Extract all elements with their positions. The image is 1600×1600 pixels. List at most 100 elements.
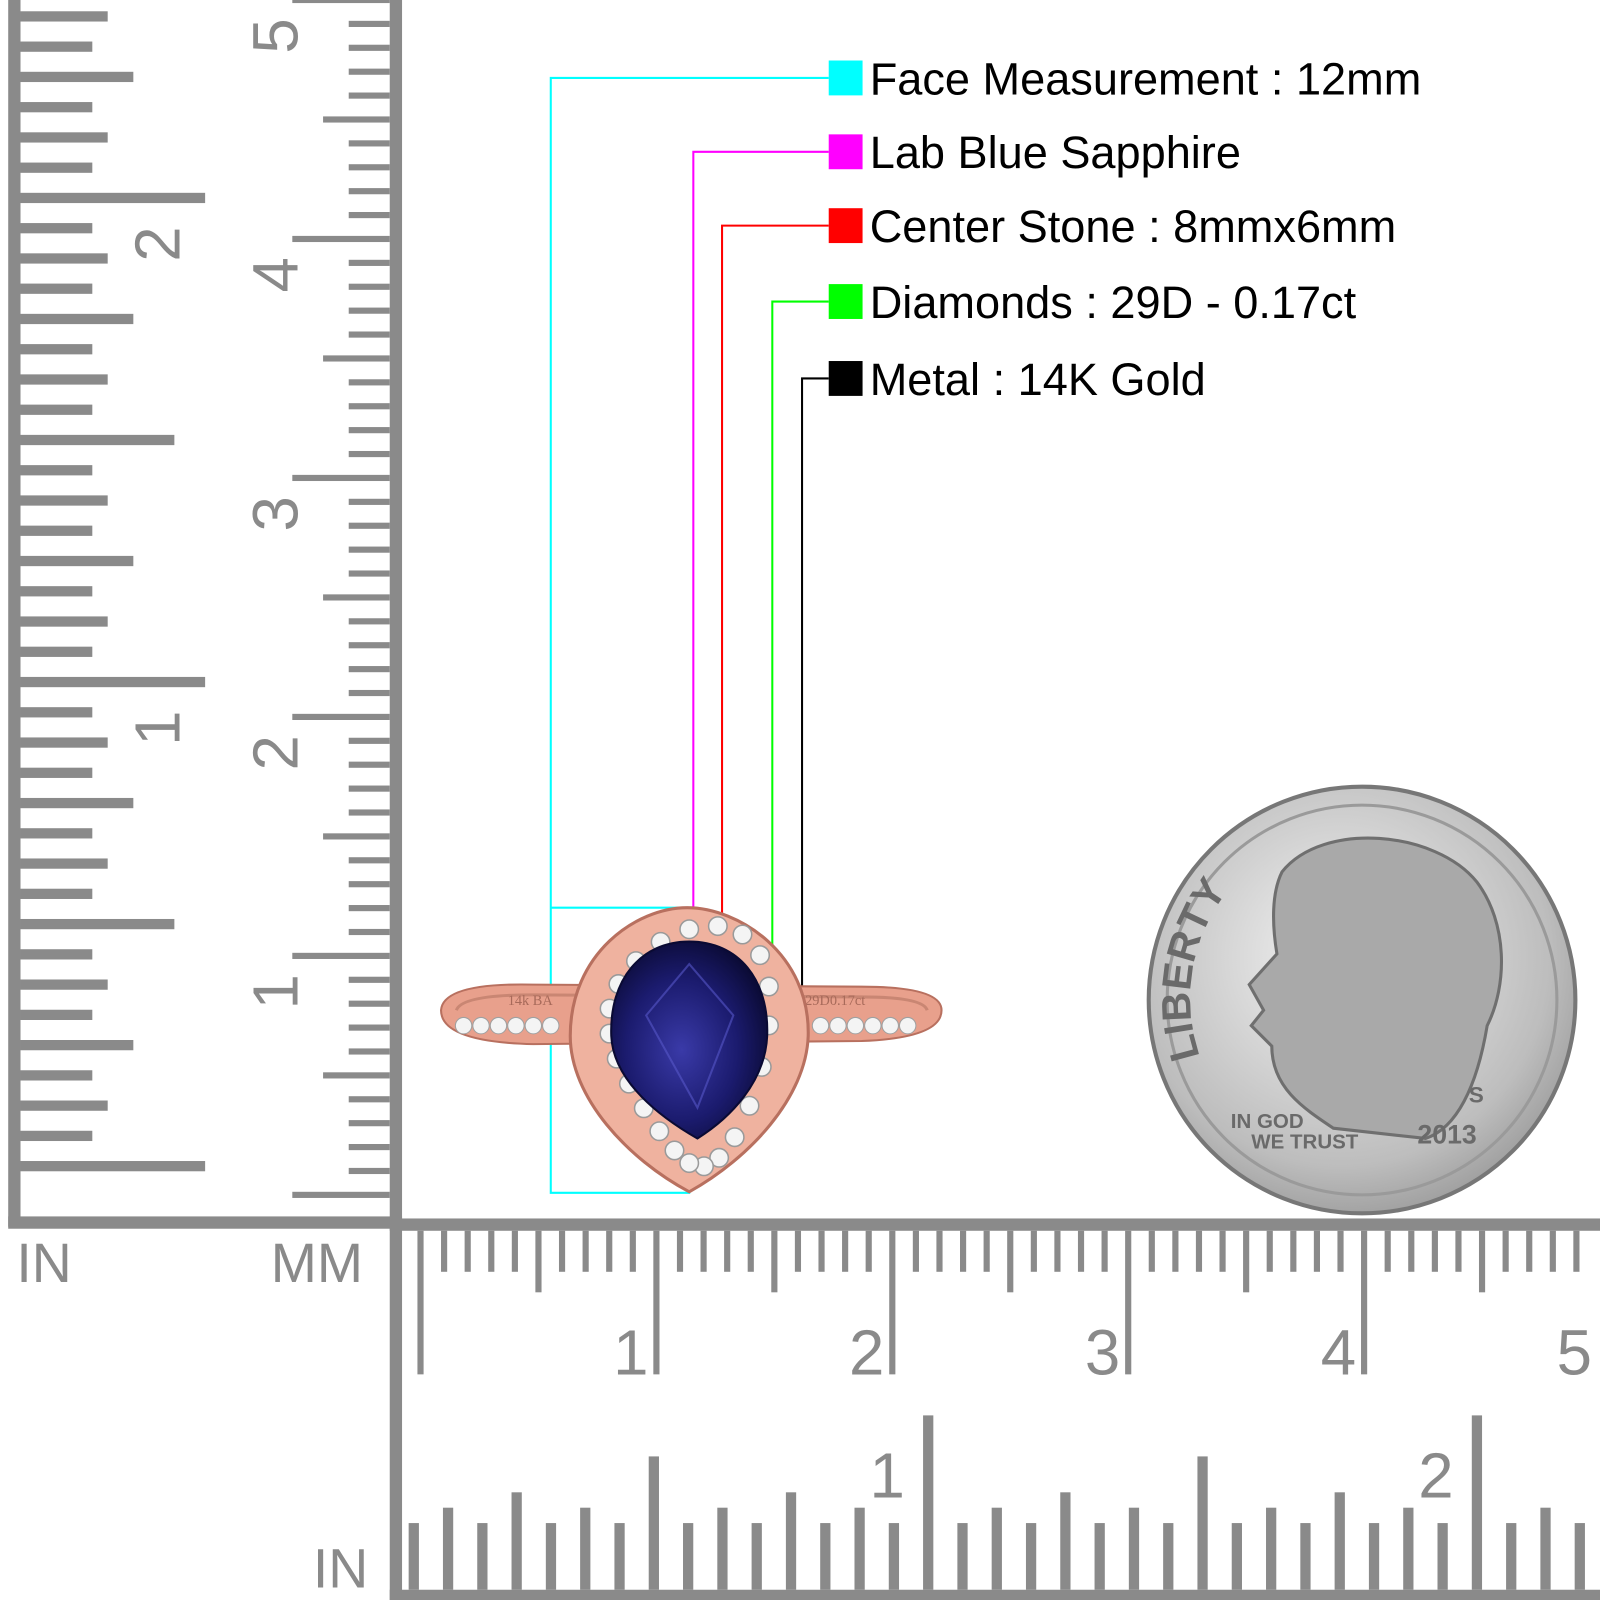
- mm-tick: [606, 1230, 613, 1272]
- mm-tick: [348, 809, 390, 816]
- mm-tick: [1054, 1230, 1061, 1272]
- inch-tick: [20, 979, 108, 990]
- inch-tick: [854, 1507, 865, 1590]
- rulers: [8, 0, 1600, 1600]
- inch-tick: [20, 313, 134, 325]
- inch-tick: [20, 1130, 93, 1142]
- mm-tick: [1313, 1230, 1320, 1272]
- mm-tick: [348, 1167, 390, 1175]
- mm-tick: [700, 1230, 707, 1272]
- mm-tick: [323, 594, 390, 601]
- inch-tick: [20, 586, 93, 597]
- mm-tick: [323, 833, 390, 840]
- inch-tick: [20, 737, 108, 748]
- mm-tick: [348, 450, 390, 458]
- band-diamond: [524, 1016, 543, 1035]
- mm-tick: [348, 188, 390, 195]
- inch-tick: [20, 404, 93, 415]
- halo-diamond: [679, 919, 700, 940]
- mm-tick: [348, 20, 390, 27]
- mm-tick: [292, 474, 390, 482]
- mm-tick: [676, 1230, 684, 1272]
- legend-swatch: [828, 134, 863, 170]
- mm-tick: [889, 1230, 896, 1375]
- inch-tick: [923, 1415, 934, 1590]
- inch-tick: [1163, 1523, 1174, 1590]
- mm-tick: [1266, 1230, 1273, 1272]
- mm-tick: [348, 881, 390, 888]
- inch-tick: [20, 1009, 93, 1020]
- mm-tick: [323, 355, 390, 362]
- inch-tick: [20, 767, 93, 778]
- legend-label: Face Measurement : 12mm: [870, 53, 1422, 104]
- unit-label: MM: [271, 1232, 363, 1294]
- inch-tick: [20, 162, 93, 173]
- ruler-border: [389, 1589, 1600, 1600]
- band-diamond: [898, 1016, 917, 1035]
- mm-tick: [1384, 1230, 1391, 1272]
- inch-tick: [1094, 1523, 1105, 1590]
- inch-tick: [1506, 1523, 1517, 1590]
- inch-tick: [442, 1507, 454, 1590]
- mm-tick: [1337, 1230, 1344, 1272]
- legend-swatch: [828, 208, 863, 244]
- halo-diamond: [750, 945, 771, 966]
- mm-tick: [348, 283, 390, 290]
- mm-tick: [348, 1048, 390, 1055]
- halo-diamonds: [599, 916, 779, 1177]
- inch-tick: [785, 1492, 797, 1590]
- mm-tick: [348, 857, 390, 864]
- inch-tick: [20, 1100, 108, 1111]
- inch-tick: [20, 646, 93, 657]
- leader-line: [692, 150, 829, 1026]
- mm-tick: [348, 1024, 390, 1031]
- mm-tick: [441, 1230, 448, 1272]
- legend-swatch: [828, 284, 863, 319]
- mm-tick: [511, 1230, 518, 1272]
- mm-tick: [1172, 1230, 1179, 1272]
- band-diamond: [454, 1016, 473, 1035]
- inch-label: 2: [122, 226, 193, 261]
- mm-tick: [292, 0, 390, 4]
- mm-tick: [348, 1144, 390, 1151]
- mm-tick: [842, 1230, 849, 1272]
- mm-tick: [348, 1096, 390, 1103]
- inch-tick: [1231, 1523, 1242, 1590]
- halo-diamond: [724, 1127, 745, 1148]
- mm-tick: [960, 1230, 967, 1272]
- band-diamond: [829, 1016, 847, 1035]
- inch-tick: [477, 1523, 488, 1590]
- leader-line: [771, 300, 829, 970]
- inch-tick: [20, 132, 108, 143]
- mm-tick: [1030, 1230, 1037, 1272]
- inch-tick: [20, 71, 134, 83]
- mm-tick: [348, 164, 390, 171]
- mm-tick: [1361, 1230, 1368, 1375]
- mm-tick: [348, 498, 390, 505]
- mm-tick: [348, 785, 390, 792]
- inch-tick: [20, 949, 93, 960]
- mm-tick: [323, 116, 390, 123]
- mm-tick: [747, 1230, 754, 1272]
- ring-band-inner: [454, 993, 929, 1012]
- halo-diamond: [679, 1153, 700, 1174]
- coin-motto: WE TRUST: [1251, 1131, 1359, 1154]
- inch-tick: [580, 1507, 591, 1590]
- inch-tick: [20, 465, 93, 476]
- mm-tick: [1243, 1230, 1250, 1293]
- mm-tick: [292, 235, 390, 243]
- coin-rim-inner: [1165, 803, 1559, 1197]
- inch-tick: [20, 858, 108, 869]
- inch-tick: [1368, 1523, 1380, 1590]
- band-diamond: [542, 1016, 560, 1035]
- engraving: 14k BA: [508, 993, 554, 1009]
- band-diamonds: [454, 1016, 917, 1035]
- cm-label: 3: [240, 496, 311, 531]
- mm-tick: [348, 737, 390, 744]
- mm-tick: [1125, 1230, 1132, 1375]
- mm-tick: [348, 403, 390, 410]
- ruler-border: [389, 1218, 1600, 1231]
- mm-tick: [292, 713, 390, 720]
- mm-tick: [348, 427, 390, 434]
- halo-diamond: [649, 1121, 670, 1142]
